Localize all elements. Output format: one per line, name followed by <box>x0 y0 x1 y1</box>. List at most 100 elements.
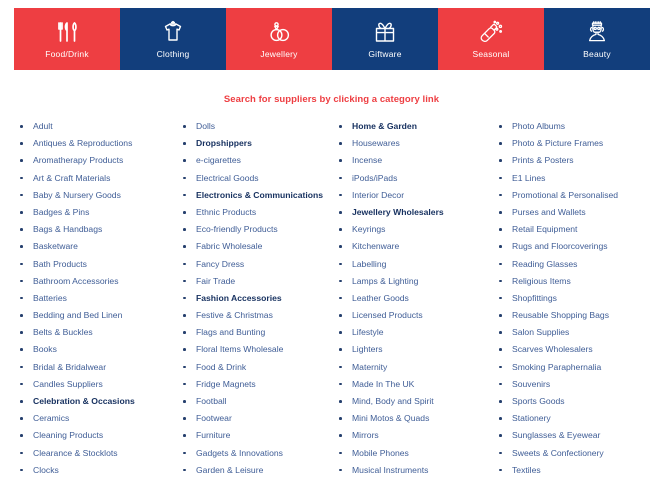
category-link[interactable]: Clocks <box>18 465 181 475</box>
category-link[interactable]: Mobile Phones <box>337 448 497 458</box>
category-link[interactable]: Fair Trade <box>181 276 337 286</box>
category-link[interactable]: Reusable Shopping Bags <box>497 311 649 320</box>
category-link[interactable]: Food & Drink <box>181 362 337 372</box>
category-link[interactable]: Flags and Bunting <box>181 328 337 337</box>
category-tile-label: Clothing <box>156 48 190 59</box>
category-link[interactable]: Batteries <box>18 293 181 303</box>
category-tile-label: Beauty <box>583 48 611 59</box>
category-link[interactable]: Badges & Pins <box>18 207 181 217</box>
category-tile-food-drink[interactable]: Food/Drink <box>14 8 120 70</box>
category-link[interactable]: Fabric Wholesale <box>181 242 337 251</box>
category-link[interactable]: Adult <box>18 122 181 131</box>
category-link[interactable]: Home & Garden <box>337 122 497 131</box>
category-link[interactable]: Bedding and Bed Linen <box>18 311 181 320</box>
category-link[interactable]: Bags & Handbags <box>18 225 181 234</box>
category-link[interactable]: Books <box>18 345 181 354</box>
category-column-4: Photo Albums Photo & Picture Frames Prints… <box>497 122 649 483</box>
category-link[interactable]: Rugs and Floorcoverings <box>497 242 649 251</box>
beauty-face-icon <box>585 20 609 44</box>
category-link[interactable]: Gadgets & Innovations <box>181 448 337 458</box>
category-link[interactable]: Fashion Accessories <box>181 293 337 303</box>
category-link[interactable]: Reading Glasses <box>497 259 649 269</box>
category-link[interactable]: Interior Decor <box>337 190 497 200</box>
category-link[interactable]: Labelling <box>337 259 497 269</box>
category-link[interactable]: Mirrors <box>337 431 497 440</box>
category-link[interactable]: Dropshippers <box>181 139 337 148</box>
category-link[interactable]: Cleaning Products <box>18 431 181 440</box>
category-link[interactable]: Photo Albums <box>497 122 649 131</box>
category-link[interactable]: Lighters <box>337 345 497 354</box>
category-link[interactable]: Baby & Nursery Goods <box>18 190 181 200</box>
category-link[interactable]: Dolls <box>181 122 337 131</box>
category-link[interactable]: Clearance & Stocklots <box>18 448 181 458</box>
category-link[interactable]: Belts & Buckles <box>18 328 181 337</box>
category-link[interactable]: Lifestyle <box>337 328 497 337</box>
category-link[interactable]: Bridal & Bridalwear <box>18 362 181 372</box>
category-link[interactable]: Jewellery Wholesalers <box>337 207 497 217</box>
category-tile-beauty[interactable]: Beauty <box>544 8 650 70</box>
category-link[interactable]: Basketware <box>18 242 181 251</box>
category-link[interactable]: Fancy Dress <box>181 259 337 269</box>
category-link[interactable]: Prints & Posters <box>497 156 649 165</box>
category-link[interactable]: Fridge Magnets <box>181 379 337 389</box>
category-tile-strip: Food/Drink Clothing Jewellery <box>14 8 650 70</box>
category-link[interactable]: Antiques & Reproductions <box>18 139 181 148</box>
category-link[interactable]: Licensed Products <box>337 311 497 320</box>
category-link[interactable]: Stationery <box>497 414 649 423</box>
category-link[interactable]: Purses and Wallets <box>497 207 649 217</box>
category-link[interactable]: Aromatherapy Products <box>18 156 181 165</box>
category-link[interactable]: Bathroom Accessories <box>18 276 181 286</box>
category-link[interactable]: Maternity <box>337 362 497 372</box>
category-column-2: Dolls Dropshippers e-cigarettes Electrical … <box>181 122 337 483</box>
category-link[interactable]: Festive & Christmas <box>181 311 337 320</box>
category-link[interactable]: Mini Motos & Quads <box>337 414 497 423</box>
tshirt-icon <box>161 20 185 44</box>
category-link[interactable]: Sweets & Confectionery <box>497 448 649 458</box>
category-tile-clothing[interactable]: Clothing <box>120 8 226 70</box>
category-link[interactable]: Ethnic Products <box>181 207 337 217</box>
category-link[interactable]: Footwear <box>181 414 337 423</box>
category-link[interactable]: Shopfittings <box>497 293 649 303</box>
category-link[interactable]: Furniture <box>181 431 337 440</box>
category-link[interactable]: e-cigarettes <box>181 156 337 165</box>
category-link[interactable]: Smoking Paraphernalia <box>497 362 649 372</box>
category-link[interactable]: Electronics & Communications <box>181 190 337 200</box>
category-link[interactable]: Garden & Leisure <box>181 465 337 475</box>
category-link[interactable]: Eco-friendly Products <box>181 225 337 234</box>
category-tile-label: Food/Drink <box>45 48 89 59</box>
category-link[interactable]: Souvenirs <box>497 379 649 389</box>
category-link[interactable]: Football <box>181 397 337 406</box>
category-link[interactable]: Bath Products <box>18 259 181 269</box>
category-link[interactable]: Art & Craft Materials <box>18 173 181 183</box>
category-link[interactable]: Photo & Picture Frames <box>497 139 649 148</box>
category-link[interactable]: Kitchenware <box>337 242 497 251</box>
category-link[interactable]: Celebration & Occasions <box>18 397 181 406</box>
category-tile-jewellery[interactable]: Jewellery <box>226 8 332 70</box>
category-link[interactable]: Mind, Body and Spirit <box>337 397 497 406</box>
category-link[interactable]: Floral Items Wholesale <box>181 345 337 354</box>
category-link[interactable]: Keyrings <box>337 225 497 234</box>
category-tile-giftware[interactable]: Giftware <box>332 8 438 70</box>
category-link[interactable]: Made In The UK <box>337 379 497 389</box>
category-link[interactable]: Incense <box>337 156 497 165</box>
category-link[interactable]: Sports Goods <box>497 397 649 406</box>
category-link[interactable]: Housewares <box>337 139 497 148</box>
category-link[interactable]: Ceramics <box>18 414 181 423</box>
category-link[interactable]: Leather Goods <box>337 293 497 303</box>
category-link[interactable]: Scarves Wholesalers <box>497 345 649 354</box>
category-link[interactable]: Retail Equipment <box>497 225 649 234</box>
category-link[interactable]: Musical Instruments <box>337 465 497 475</box>
category-link[interactable]: Textiles <box>497 465 649 475</box>
category-link[interactable]: Sunglasses & Eyewear <box>497 431 649 440</box>
category-link[interactable]: Religious Items <box>497 276 649 286</box>
category-link[interactable]: Salon Supplies <box>497 328 649 337</box>
category-link[interactable]: Lamps & Lighting <box>337 276 497 286</box>
category-link[interactable]: Electrical Goods <box>181 173 337 183</box>
category-link[interactable]: iPods/iPads <box>337 173 497 183</box>
category-tile-seasonal[interactable]: Seasonal <box>438 8 544 70</box>
category-tile-label: Jewellery <box>260 48 298 59</box>
category-column-3: Home & Garden Housewares Incense iPods/iPad… <box>337 122 497 483</box>
category-link[interactable]: E1 Lines <box>497 173 649 183</box>
category-link[interactable]: Promotional & Personalised <box>497 190 649 200</box>
category-link[interactable]: Candles Suppliers <box>18 379 181 389</box>
